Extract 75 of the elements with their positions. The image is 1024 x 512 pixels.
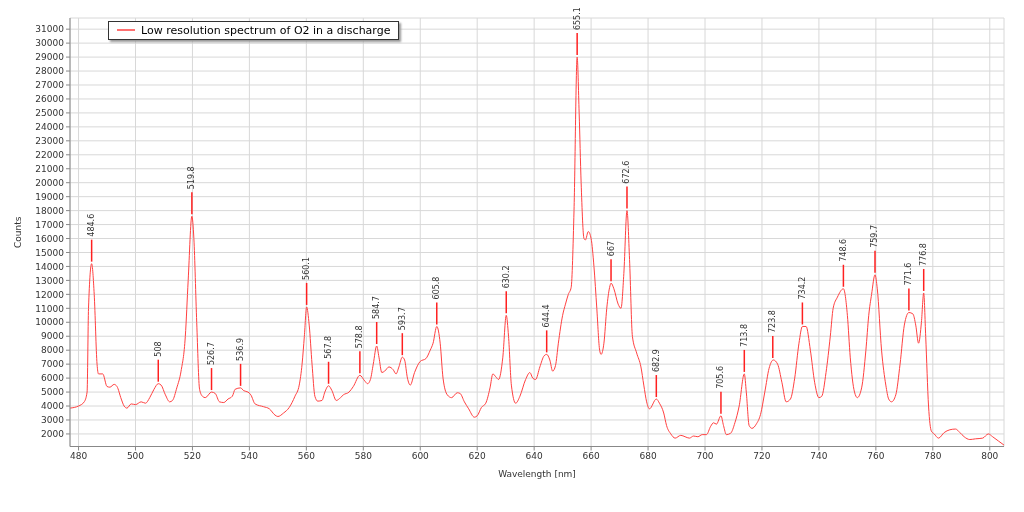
x-tick-label: 740 — [810, 450, 828, 461]
annotation: 682.9 — [651, 349, 661, 373]
x-axis-title: Wavelength [nm] — [498, 468, 576, 479]
annotation: 630.2 — [501, 265, 511, 289]
y-tick-label: 14000 — [35, 261, 65, 272]
y-tick-label: 16000 — [35, 233, 65, 244]
annotation: 655.1 — [572, 7, 582, 31]
annotation: 560.1 — [302, 257, 312, 280]
y-tick-label: 11000 — [35, 303, 65, 314]
x-tick-label: 660 — [582, 450, 600, 461]
y-tick-label: 3000 — [41, 415, 65, 426]
y-tick-label: 27000 — [35, 80, 65, 91]
y-tick-label: 8000 — [41, 345, 65, 356]
x-tick-label: 500 — [126, 450, 145, 461]
annotation: 713.8 — [739, 324, 749, 347]
annotation: 748.6 — [838, 238, 848, 262]
y-tick-label: 25000 — [35, 108, 65, 119]
x-tick-label: 480 — [69, 450, 88, 461]
y-tick-label: 30000 — [35, 38, 65, 49]
annotation: 644.4 — [542, 304, 552, 328]
x-tick-label: 720 — [753, 450, 771, 461]
annotation: 771.6 — [904, 262, 914, 286]
x-tick-label: 760 — [867, 450, 885, 461]
x-tick-label: 680 — [639, 450, 657, 461]
annotation: 508 — [153, 341, 163, 357]
y-tick-label: 9000 — [41, 331, 65, 342]
y-axis-title: Counts — [13, 216, 24, 248]
annotation: 672.6 — [622, 160, 632, 184]
x-tick-label: 780 — [924, 450, 942, 461]
x-tick-label: 620 — [468, 450, 487, 461]
y-tick-label: 10000 — [35, 317, 65, 328]
annotation: 776.8 — [919, 243, 929, 266]
x-tick-label: 580 — [354, 450, 373, 461]
annotation: 519.8 — [187, 166, 197, 190]
y-tick-label: 22000 — [35, 149, 65, 160]
y-tick-label: 26000 — [35, 94, 65, 105]
y-tick-label: 18000 — [35, 205, 65, 216]
annotation: 734.2 — [797, 276, 807, 300]
y-tick-label: 15000 — [35, 247, 65, 258]
y-tick-label: 28000 — [35, 66, 65, 77]
annotation: 705.6 — [716, 365, 726, 389]
x-tick-label: 520 — [183, 450, 202, 461]
annotation: 759.7 — [870, 224, 880, 248]
y-tick-label: 13000 — [35, 275, 65, 286]
y-tick-label: 7000 — [41, 359, 65, 370]
annotation: 593.7 — [397, 307, 407, 331]
y-tick-label: 29000 — [35, 52, 65, 63]
x-tick-label: 800 — [981, 450, 999, 461]
x-tick-label: 560 — [297, 450, 316, 461]
annotation: 723.8 — [768, 310, 778, 333]
y-tick-label: 4000 — [41, 401, 65, 412]
annotation: 584.7 — [372, 296, 382, 319]
annotation: 484.6 — [87, 213, 97, 237]
y-tick-label: 21000 — [35, 163, 65, 174]
annotation: 536.9 — [236, 337, 246, 361]
legend-label: Low resolution spectrum of O2 in a discharge — [141, 23, 391, 37]
x-tick-label: 700 — [696, 450, 714, 461]
y-tick-label: 23000 — [35, 136, 65, 147]
y-tick-label: 17000 — [35, 219, 65, 230]
x-tick-label: 640 — [525, 450, 544, 461]
annotation: 578.8 — [355, 325, 365, 349]
y-tick-label: 31000 — [35, 24, 65, 35]
x-tick-label: 540 — [240, 450, 259, 461]
annotation: 567.8 — [324, 335, 334, 359]
y-tick-label: 20000 — [35, 177, 65, 188]
y-tick-label: 19000 — [35, 191, 65, 202]
annotation: 526.7 — [207, 342, 217, 366]
annotation: 605.8 — [432, 276, 442, 300]
y-tick-label: 2000 — [41, 429, 65, 440]
annotation: 667 — [606, 240, 616, 257]
y-tick-label: 6000 — [41, 373, 65, 384]
y-tick-label: 12000 — [35, 289, 65, 300]
y-tick-label: 5000 — [41, 387, 65, 398]
x-tick-label: 600 — [411, 450, 430, 461]
y-tick-label: 24000 — [35, 122, 65, 133]
